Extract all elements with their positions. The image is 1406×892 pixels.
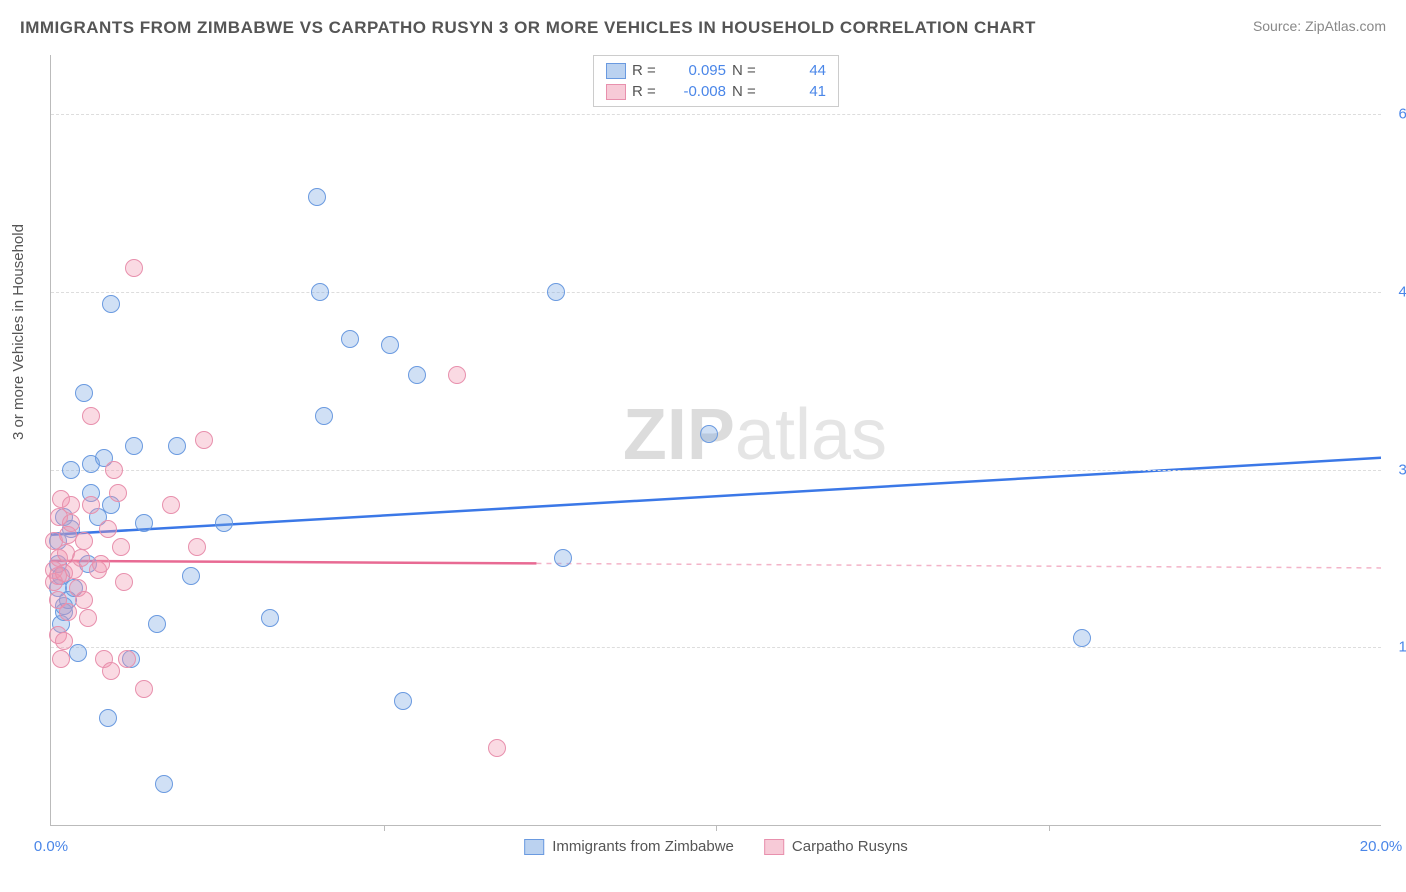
scatter-point-pink	[118, 650, 136, 668]
y-tick-label: 30.0%	[1398, 461, 1406, 478]
scatter-point-pink	[75, 532, 93, 550]
scatter-point-blue	[547, 283, 565, 301]
scatter-point-blue	[700, 425, 718, 443]
legend-item: Carpatho Rusyns	[764, 838, 908, 855]
legend-row: R = 0.095 N = 44	[606, 60, 826, 81]
x-tick	[1049, 825, 1050, 831]
correlation-legend: R = 0.095 N = 44 R = -0.008 N = 41	[593, 55, 839, 107]
legend-label: Carpatho Rusyns	[792, 838, 908, 855]
scatter-point-blue	[408, 366, 426, 384]
scatter-point-pink	[448, 366, 466, 384]
legend-R-label: R =	[632, 83, 660, 100]
x-tick-label: 0.0%	[34, 838, 68, 855]
source-text: Source: ZipAtlas.com	[1253, 18, 1386, 34]
scatter-point-pink	[135, 680, 153, 698]
y-tick-label: 15.0%	[1398, 639, 1406, 656]
scatter-point-blue	[308, 188, 326, 206]
scatter-point-pink	[52, 650, 70, 668]
scatter-point-blue	[182, 567, 200, 585]
series-legend: Immigrants from Zimbabwe Carpatho Rusyns	[524, 838, 908, 855]
scatter-point-pink	[82, 407, 100, 425]
gridline-h	[51, 647, 1381, 648]
legend-R-label: R =	[632, 62, 660, 79]
scatter-point-pink	[125, 259, 143, 277]
y-tick-label: 45.0%	[1398, 283, 1406, 300]
legend-swatch	[764, 839, 784, 855]
legend-R-value: 0.095	[666, 62, 726, 79]
scatter-point-pink	[92, 555, 110, 573]
scatter-point-blue	[394, 692, 412, 710]
scatter-point-pink	[62, 496, 80, 514]
scatter-point-pink	[79, 609, 97, 627]
scatter-point-pink	[162, 496, 180, 514]
scatter-point-pink	[102, 662, 120, 680]
legend-N-label: N =	[732, 62, 760, 79]
scatter-point-blue	[554, 549, 572, 567]
gridline-h	[51, 114, 1381, 115]
x-tick	[384, 825, 385, 831]
legend-N-value: 41	[766, 83, 826, 100]
legend-R-value: -0.008	[666, 83, 726, 100]
scatter-point-pink	[59, 603, 77, 621]
scatter-point-pink	[115, 573, 133, 591]
scatter-point-pink	[488, 739, 506, 757]
scatter-point-blue	[381, 336, 399, 354]
scatter-point-blue	[135, 514, 153, 532]
scatter-point-blue	[155, 775, 173, 793]
legend-label: Immigrants from Zimbabwe	[552, 838, 734, 855]
scatter-point-pink	[72, 549, 90, 567]
legend-N-value: 44	[766, 62, 826, 79]
x-tick	[716, 825, 717, 831]
x-tick-label: 20.0%	[1360, 838, 1403, 855]
scatter-point-pink	[195, 431, 213, 449]
scatter-point-pink	[109, 484, 127, 502]
scatter-point-blue	[125, 437, 143, 455]
chart-title: IMMIGRANTS FROM ZIMBABWE VS CARPATHO RUS…	[20, 18, 1036, 37]
legend-row: R = -0.008 N = 41	[606, 81, 826, 102]
chart-header: IMMIGRANTS FROM ZIMBABWE VS CARPATHO RUS…	[20, 18, 1386, 48]
scatter-point-blue	[215, 514, 233, 532]
scatter-point-blue	[315, 407, 333, 425]
scatter-point-pink	[62, 514, 80, 532]
scatter-point-pink	[188, 538, 206, 556]
chart-plot-area: R =0.095N =44R =-0.008N =41 ZIPatlas Imm…	[50, 55, 1381, 826]
trend-line-pink	[51, 561, 536, 564]
scatter-point-blue	[148, 615, 166, 633]
scatter-point-blue	[1073, 629, 1091, 647]
scatter-point-blue	[75, 384, 93, 402]
scatter-point-blue	[102, 295, 120, 313]
scatter-point-blue	[261, 609, 279, 627]
y-tick-label: 60.0%	[1398, 106, 1406, 123]
scatter-point-pink	[112, 538, 130, 556]
gridline-h	[51, 292, 1381, 293]
scatter-point-pink	[105, 461, 123, 479]
legend-swatch	[606, 63, 626, 79]
legend-item: Immigrants from Zimbabwe	[524, 838, 734, 855]
scatter-point-pink	[75, 591, 93, 609]
legend-swatch	[606, 84, 626, 100]
scatter-point-blue	[311, 283, 329, 301]
watermark: ZIPatlas	[623, 394, 887, 476]
legend-swatch	[524, 839, 544, 855]
scatter-point-blue	[62, 461, 80, 479]
gridline-h	[51, 470, 1381, 471]
scatter-point-pink	[55, 632, 73, 650]
scatter-point-pink	[82, 496, 100, 514]
y-axis-label: 3 or more Vehicles in Household	[10, 224, 27, 440]
legend-N-label: N =	[732, 83, 760, 100]
watermark-light: atlas	[735, 395, 887, 475]
scatter-point-blue	[168, 437, 186, 455]
scatter-point-pink	[99, 520, 117, 538]
scatter-point-blue	[341, 330, 359, 348]
trend-line-dashed-pink	[536, 563, 1381, 568]
scatter-point-blue	[99, 709, 117, 727]
